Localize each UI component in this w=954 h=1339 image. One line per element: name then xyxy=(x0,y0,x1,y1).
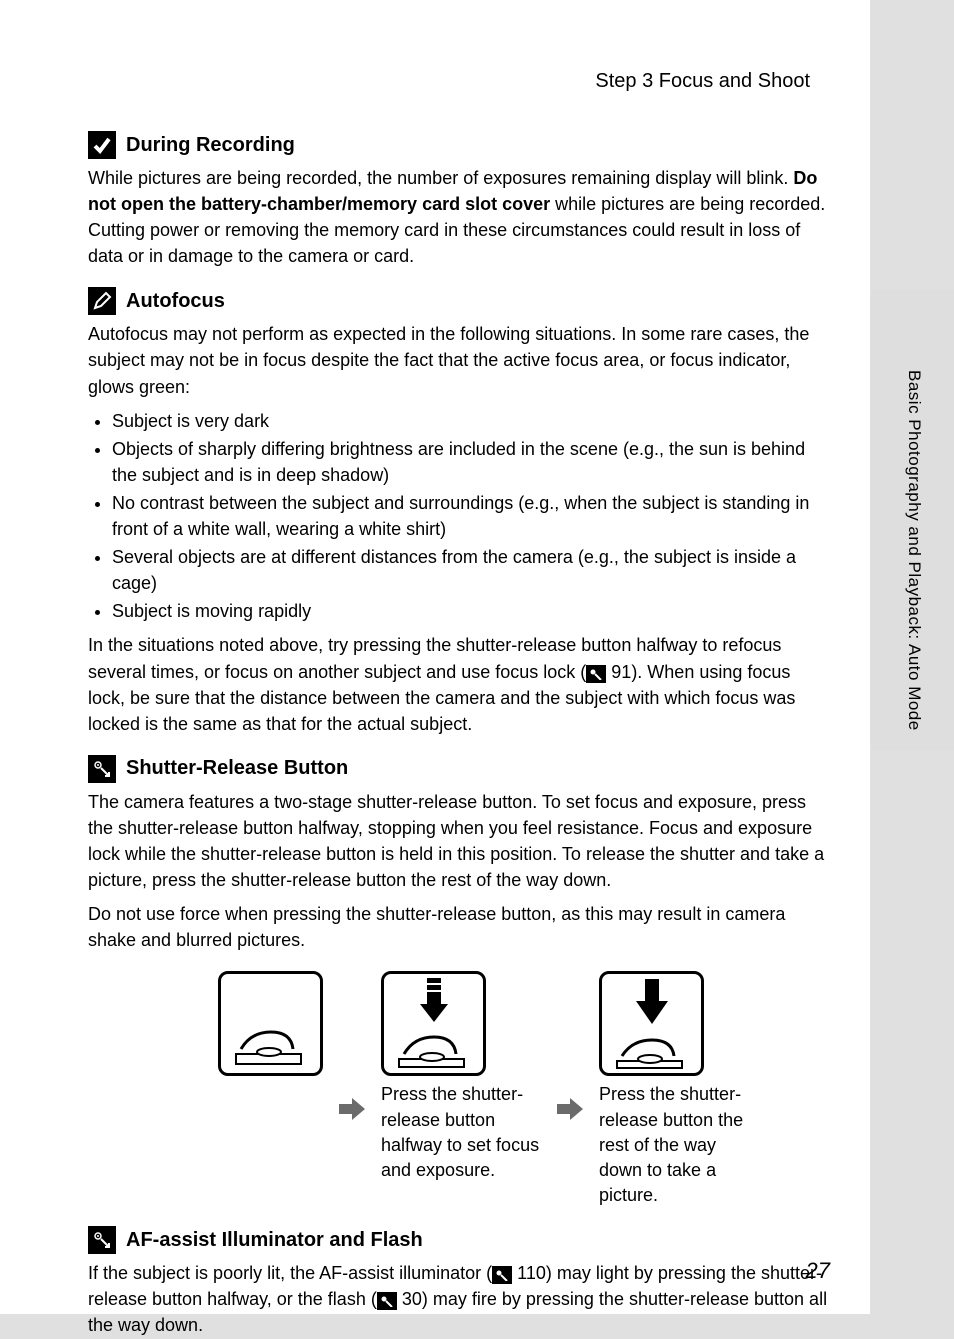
page-ref-icon xyxy=(492,1266,512,1284)
page-header-step: Step 3 Focus and Shoot xyxy=(88,70,830,93)
section-autofocus: Autofocus Autofocus may not perform as e… xyxy=(88,287,830,736)
shutter-diagram-1 xyxy=(218,971,323,1076)
section-recording: During Recording While pictures are bein… xyxy=(88,131,830,269)
info-camera-icon xyxy=(88,1226,116,1254)
arrow-right-icon xyxy=(337,1094,367,1124)
page-ref-number: 30 xyxy=(402,1289,422,1309)
section-title-shutter: Shutter-Release Button xyxy=(126,757,348,780)
af-paragraph: If the subject is poorly lit, the AF-ass… xyxy=(88,1260,830,1338)
shutter-caption-1: Press the shutter-release button halfway… xyxy=(381,1082,541,1183)
warning-check-icon xyxy=(88,131,116,159)
shutter-diagram-3 xyxy=(599,971,704,1076)
shutter-p2: Do not use force when pressing the shutt… xyxy=(88,901,830,953)
section-shutter: Shutter-Release Button The camera featur… xyxy=(88,755,830,1209)
text-fragment: If the subject is poorly lit, the AF-ass… xyxy=(88,1263,492,1283)
page-ref-number: 110 xyxy=(517,1263,546,1283)
page-ref-icon xyxy=(586,665,606,683)
list-item: Objects of sharply differing brightness … xyxy=(112,436,830,488)
page-ref-number: 91 xyxy=(611,662,631,682)
section-title-af: AF-assist Illuminator and Flash xyxy=(126,1229,423,1252)
section-title-recording: During Recording xyxy=(126,134,295,157)
shutter-caption-2: Press the shutter-release button the res… xyxy=(599,1082,759,1208)
shutter-diagram-row: Press the shutter-release button halfway… xyxy=(218,971,830,1208)
arrow-right-icon xyxy=(555,1094,585,1124)
list-item: Several objects are at different distanc… xyxy=(112,544,830,596)
info-camera-icon xyxy=(88,755,116,783)
side-tab-label: Basic Photography and Playback: Auto Mod… xyxy=(904,370,924,731)
recording-paragraph: While pictures are being recorded, the n… xyxy=(88,165,830,269)
page-number: 27 xyxy=(806,1258,830,1284)
autofocus-intro: Autofocus may not perform as expected in… xyxy=(88,321,830,399)
autofocus-list: Subject is very dark Objects of sharply … xyxy=(88,408,830,625)
page-ref-icon xyxy=(377,1292,397,1310)
autofocus-outro: In the situations noted above, try press… xyxy=(88,632,830,736)
list-item: No contrast between the subject and surr… xyxy=(112,490,830,542)
shutter-p1: The camera features a two-stage shutter-… xyxy=(88,789,830,893)
shutter-diagram-2 xyxy=(381,971,486,1076)
pencil-note-icon xyxy=(88,287,116,315)
list-item: Subject is very dark xyxy=(112,408,830,434)
section-title-autofocus: Autofocus xyxy=(126,290,225,313)
text-fragment: While pictures are being recorded, the n… xyxy=(88,168,793,188)
section-af-assist: AF-assist Illuminator and Flash If the s… xyxy=(88,1226,830,1338)
list-item: Subject is moving rapidly xyxy=(112,598,830,624)
page: Step 3 Focus and Shoot During Recording … xyxy=(0,0,870,1314)
